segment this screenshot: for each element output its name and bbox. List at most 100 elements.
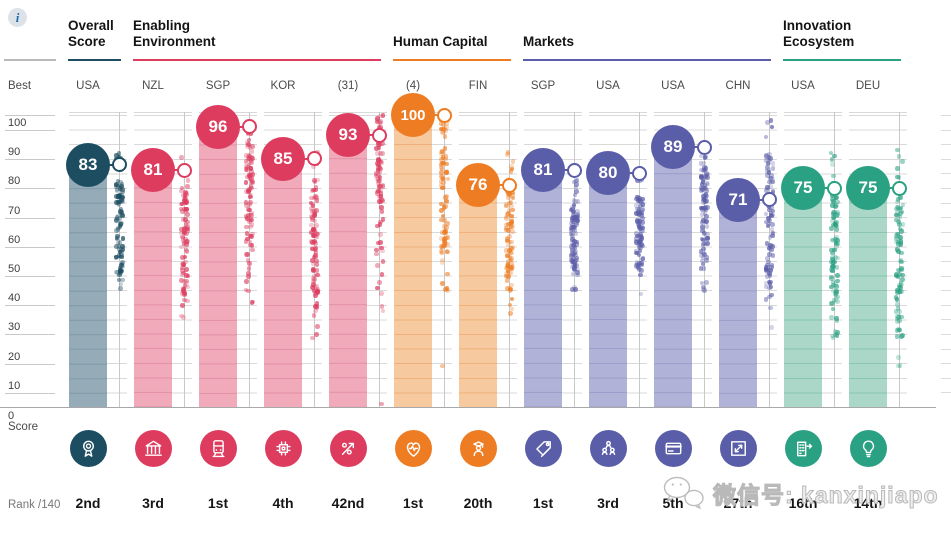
country-dot <box>443 235 448 241</box>
country-dot <box>574 220 579 225</box>
country-dot <box>568 225 574 231</box>
country-dot <box>377 169 383 175</box>
country-dot <box>833 315 839 321</box>
country-dot <box>830 335 836 341</box>
country-dot <box>507 239 513 245</box>
country-dot <box>638 245 643 250</box>
country-dot <box>835 255 840 261</box>
country-dot <box>310 258 315 264</box>
country-dot <box>505 152 511 157</box>
country-dot <box>375 141 381 147</box>
country-dot <box>116 253 122 258</box>
country-dot <box>182 279 188 285</box>
country-dot <box>444 248 450 254</box>
country-dot <box>117 199 122 205</box>
country-dot <box>117 224 123 229</box>
country-dot <box>119 263 124 269</box>
y-gridline <box>5 188 55 190</box>
country-dot <box>894 236 899 241</box>
country-dot <box>831 298 837 304</box>
country-dot <box>505 266 510 271</box>
country-dot <box>764 169 770 174</box>
country-dot <box>117 240 123 245</box>
country-dot <box>313 304 318 309</box>
country-dot <box>375 223 380 229</box>
country-dot <box>704 280 710 285</box>
country-dot <box>569 233 575 238</box>
country-dot <box>640 202 646 207</box>
country-dot <box>763 297 769 302</box>
country-dot <box>377 221 383 227</box>
country-dot <box>768 156 774 161</box>
country-dot <box>378 193 384 199</box>
country-dot <box>315 177 320 183</box>
country-dot <box>830 263 836 269</box>
country-dot <box>442 241 447 247</box>
country-dot <box>247 207 252 213</box>
country-dot <box>568 228 574 233</box>
country-dot <box>896 218 902 224</box>
pillar-icon-circle <box>459 430 497 467</box>
country-dot <box>314 234 320 240</box>
country-dot <box>445 249 450 255</box>
group-header-0: Overall Score <box>68 18 114 49</box>
country-dot <box>505 253 510 258</box>
country-dot <box>639 228 645 234</box>
score-bar <box>654 147 692 407</box>
best-country-label: USA <box>76 80 100 92</box>
best-country-label: USA <box>791 80 815 92</box>
score-circle: 96 <box>196 104 240 149</box>
country-dot <box>182 291 188 297</box>
country-dot <box>636 252 642 258</box>
group-underline-4 <box>783 59 901 61</box>
country-dot <box>570 287 576 292</box>
country-dot <box>896 314 902 319</box>
country-dot <box>899 282 905 288</box>
country-dot <box>379 197 385 202</box>
distribution-axis <box>379 112 380 407</box>
country-dot <box>505 238 511 244</box>
country-dot <box>510 190 515 196</box>
country-dot <box>509 220 514 226</box>
country-dot <box>634 262 640 267</box>
country-dot <box>704 224 710 230</box>
country-dot <box>834 199 840 205</box>
country-dot <box>770 179 776 185</box>
y-gridline <box>5 246 55 248</box>
country-dot <box>633 236 639 241</box>
country-dot <box>374 251 379 257</box>
country-dot <box>314 262 320 267</box>
country-dot <box>246 213 251 219</box>
country-dot <box>768 243 774 248</box>
country-dot <box>250 155 255 161</box>
country-dot <box>509 166 515 172</box>
country-dot <box>769 124 775 130</box>
country-dot <box>767 273 773 278</box>
pillar-column-2: 96 <box>196 104 257 407</box>
country-dot <box>835 210 841 216</box>
country-dot <box>312 218 318 224</box>
country-dot <box>245 157 251 163</box>
country-dot <box>768 212 774 218</box>
info-button[interactable]: i <box>8 8 27 27</box>
rank-label: 1st <box>402 495 424 511</box>
country-dot <box>378 119 383 124</box>
country-dot <box>505 150 511 156</box>
best-country-label: CHN <box>725 80 751 92</box>
country-dot <box>834 273 840 278</box>
country-dot <box>897 272 903 277</box>
country-dot <box>704 198 709 204</box>
country-dot <box>834 203 839 208</box>
country-dot <box>702 252 708 257</box>
country-dot <box>374 117 380 123</box>
country-dot <box>636 208 641 214</box>
country-dot <box>379 208 385 214</box>
country-dot <box>830 268 835 274</box>
country-dot <box>701 230 707 236</box>
country-dot <box>704 255 710 260</box>
country-dot <box>181 228 187 234</box>
country-dot <box>184 242 190 247</box>
country-dot <box>311 254 317 260</box>
country-dot <box>439 217 444 223</box>
country-dot <box>314 287 320 292</box>
